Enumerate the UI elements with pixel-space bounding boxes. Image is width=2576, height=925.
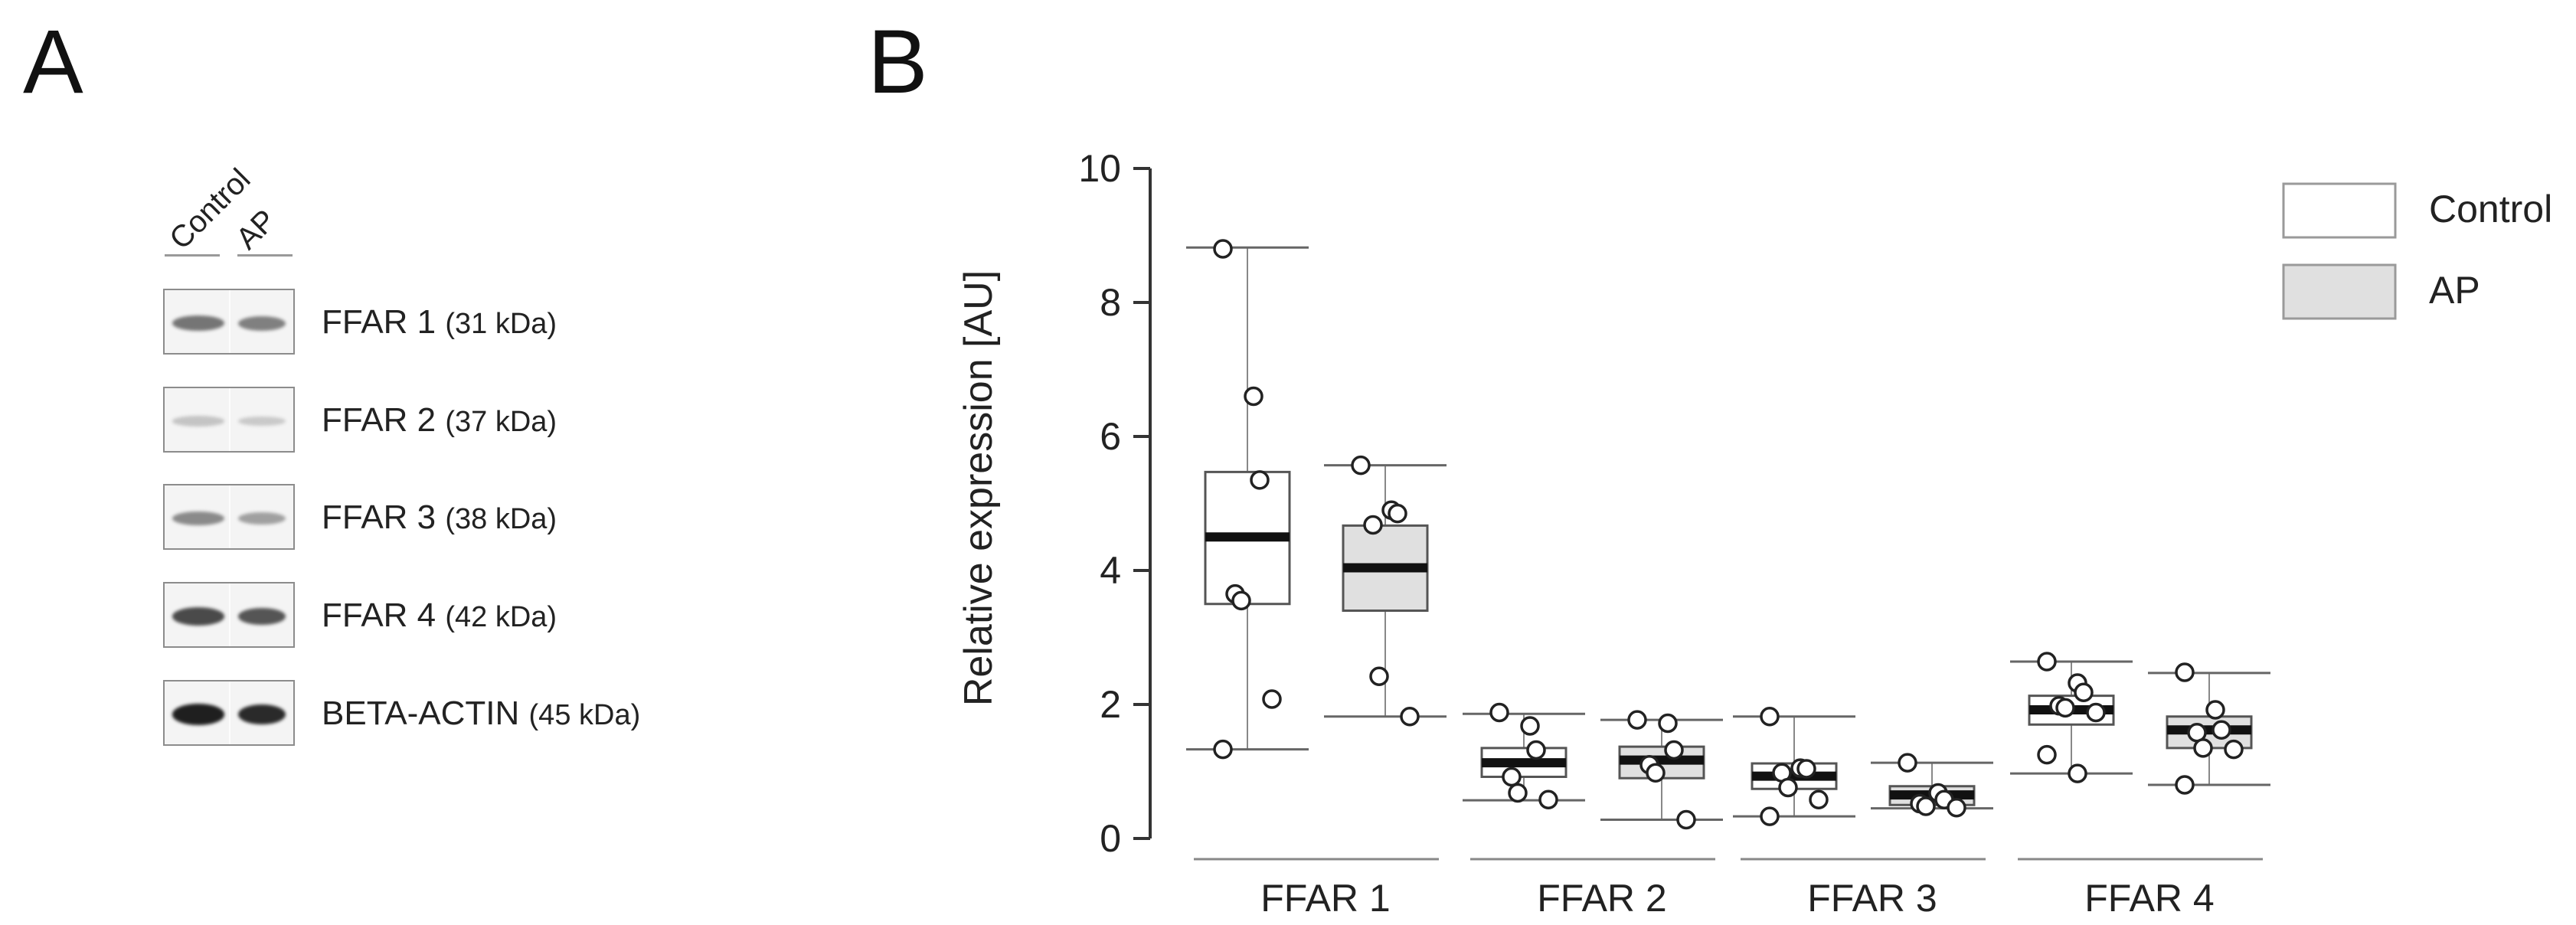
data-point — [1664, 740, 1684, 760]
blot-lane-separator — [229, 583, 230, 646]
blot-lane-separator — [229, 485, 230, 548]
data-point — [1676, 809, 1696, 830]
blot-band — [238, 704, 286, 725]
x-category-label: FFAR 1 — [1260, 877, 1390, 920]
data-point — [1526, 740, 1546, 760]
blot-protein-label: FFAR 3 (38 kDa) — [322, 501, 557, 534]
y-tick-label: 6 — [1100, 415, 1121, 458]
data-point — [1760, 707, 1780, 727]
blot-band-box — [163, 680, 295, 746]
x-category-label: FFAR 4 — [2084, 877, 2214, 920]
blot-lane-separator — [229, 681, 230, 744]
y-axis-label: Relative expression [AU] — [956, 270, 1001, 706]
protein-mass: (45 kDa) — [528, 699, 641, 731]
blot-band — [238, 512, 286, 525]
legend-swatch — [2282, 182, 2397, 239]
blot-band — [238, 607, 286, 626]
protein-mass: (31 kDa) — [445, 308, 557, 340]
data-point — [1351, 455, 1371, 476]
protein-mass: (38 kDa) — [445, 503, 557, 535]
blot-band — [172, 315, 224, 331]
data-point — [1363, 515, 1383, 535]
blot-protein-label: BETA-ACTIN (45 kDa) — [322, 697, 640, 731]
x-category-label: FFAR 2 — [1537, 877, 1666, 920]
x-category-label: FFAR 3 — [1807, 877, 1937, 920]
data-point — [1369, 666, 1389, 686]
data-point — [2037, 744, 2057, 765]
western-blot-panel: Control AP FFAR 1 (31 kDa) FFAR 2 (37 kDa… — [0, 0, 842, 925]
data-point — [2193, 738, 2213, 758]
y-tick-label: 2 — [1100, 683, 1121, 726]
y-tick-label: 4 — [1100, 549, 1121, 592]
data-point — [1250, 470, 1270, 490]
data-point — [1400, 707, 1420, 727]
y-tick-label: 10 — [1078, 147, 1121, 190]
protein-name: FFAR 4 — [322, 597, 446, 634]
box-plot-chart: 0 2 4 6 8 10 Relative expression [AU] FFAR 1 FFA… — [956, 147, 2552, 920]
blot-band-box — [163, 289, 295, 355]
blot-lane-separator — [229, 388, 230, 451]
data-point — [2175, 775, 2195, 795]
data-point — [1508, 783, 1528, 803]
data-point — [1213, 239, 1233, 259]
blot-lane-separator — [229, 290, 230, 353]
blot-band — [172, 511, 224, 526]
protein-name: FFAR 1 — [322, 303, 446, 341]
data-point — [1796, 759, 1816, 779]
y-tick-label: 8 — [1100, 281, 1121, 324]
data-point — [1520, 716, 1540, 736]
blot-protein-label: FFAR 4 (42 kDa) — [322, 599, 557, 632]
data-point — [1760, 806, 1780, 826]
blot-band-box — [163, 582, 295, 648]
protein-mass: (37 kDa) — [445, 406, 557, 438]
blot-band — [172, 416, 224, 427]
blot-band-box — [163, 387, 295, 453]
blot-band-box — [163, 484, 295, 550]
data-point — [2055, 698, 2075, 718]
blot-column-label-ap: AP — [230, 203, 283, 257]
blot-band — [238, 416, 286, 427]
y-tick-label: 0 — [1100, 817, 1121, 860]
data-point — [2205, 700, 2225, 720]
data-point — [1213, 739, 1233, 760]
data-point — [2212, 720, 2231, 740]
protein-mass: (42 kDa) — [445, 601, 557, 633]
blot-column-underline-control — [165, 254, 220, 257]
protein-name: FFAR 3 — [322, 498, 446, 536]
legend-swatch — [2282, 263, 2397, 320]
panel-b-letter: B — [868, 11, 928, 113]
data-point — [1231, 590, 1251, 611]
protein-name: FFAR 2 — [322, 401, 446, 439]
panel-a-letter: A — [23, 11, 83, 113]
protein-name: BETA-ACTIN — [322, 695, 529, 732]
data-point — [1538, 789, 1558, 809]
legend-label: Control — [2429, 188, 2552, 230]
data-point — [1489, 702, 1509, 723]
data-point — [1658, 713, 1678, 734]
data-point — [2074, 682, 2094, 702]
data-point — [1809, 789, 1829, 809]
blot-protein-label: FFAR 1 (31 kDa) — [322, 306, 557, 339]
legend-label: AP — [2429, 269, 2480, 312]
blot-column-underline-ap — [237, 254, 293, 257]
data-point — [2086, 702, 2106, 723]
data-point — [2224, 739, 2244, 760]
data-point — [1627, 710, 1647, 730]
blot-band — [172, 607, 224, 626]
data-point — [2175, 662, 2195, 682]
blot-protein-label: FFAR 2 (37 kDa) — [322, 404, 557, 437]
data-point — [2068, 763, 2087, 783]
data-point — [1262, 689, 1282, 709]
data-point — [1898, 753, 1917, 773]
data-point — [1502, 766, 1522, 787]
data-point — [1778, 777, 1798, 798]
data-point — [1244, 386, 1263, 407]
data-point — [2037, 652, 2057, 672]
data-point — [1947, 798, 1966, 818]
blot-band — [238, 315, 286, 331]
data-point — [1646, 763, 1666, 783]
blot-band — [172, 704, 224, 725]
data-point — [1388, 503, 1407, 524]
data-point — [1916, 796, 1936, 816]
